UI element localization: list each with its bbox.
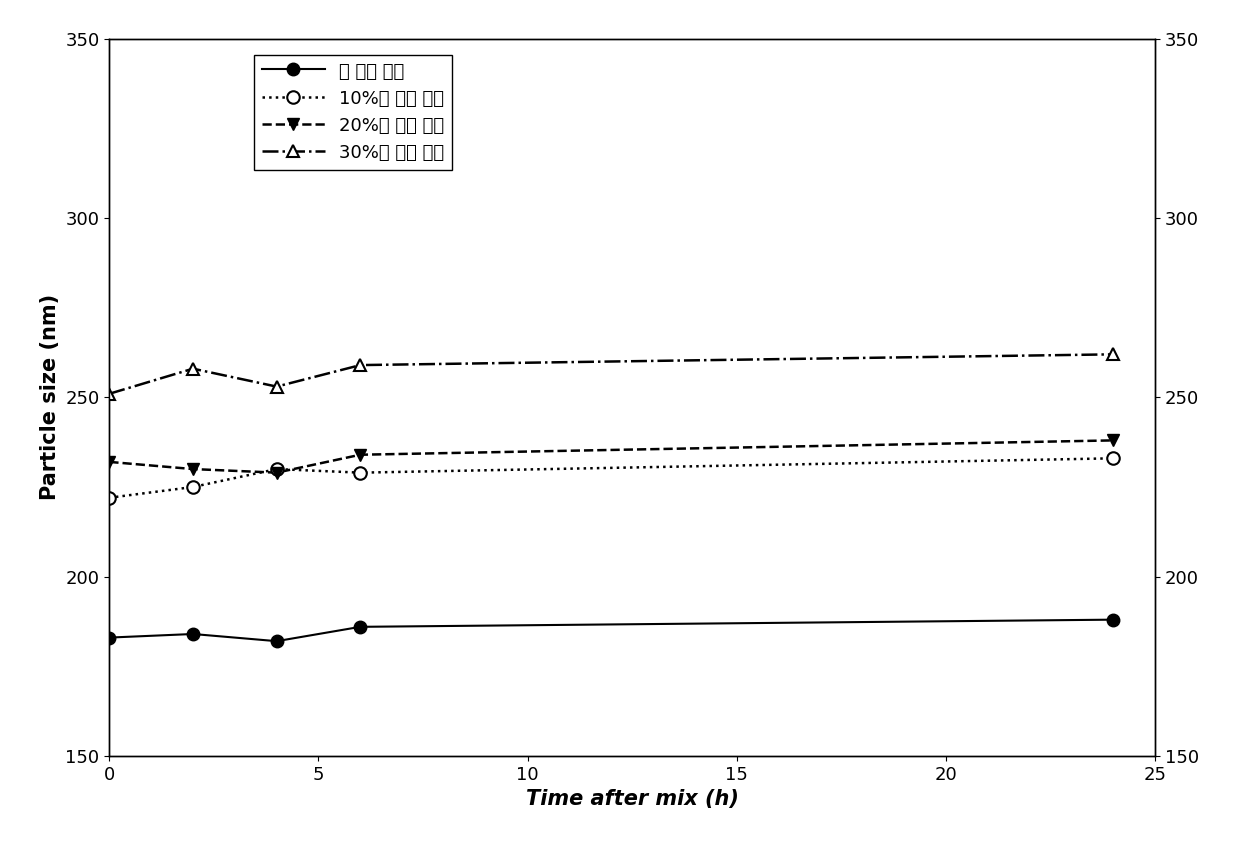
空 白脂 肪乳 xyxy=(353,621,368,632)
30%市 售脂 肪乳 xyxy=(186,363,201,373)
空 白脂 肪乳 xyxy=(102,632,116,643)
Y-axis label: Particle size (nm): Particle size (nm) xyxy=(40,294,59,500)
空 白脂 肪乳 xyxy=(186,629,201,639)
10%市 售脂 肪乳 xyxy=(186,482,201,492)
Line: 20%市 售脂 肪乳: 20%市 售脂 肪乳 xyxy=(103,434,1120,479)
30%市 售脂 肪乳 xyxy=(269,382,284,392)
Legend: 空 白脂 肪乳, 10%市 售脂 肪乳, 20%市 售脂 肪乳, 30%市 售脂 肪乳: 空 白脂 肪乳, 10%市 售脂 肪乳, 20%市 售脂 肪乳, 30%市 售脂… xyxy=(254,55,451,170)
30%市 售脂 肪乳 xyxy=(102,389,116,399)
空 白脂 肪乳 xyxy=(1106,615,1121,625)
30%市 售脂 肪乳 xyxy=(353,360,368,370)
10%市 售脂 肪乳 xyxy=(353,468,368,478)
10%市 售脂 肪乳 xyxy=(1106,453,1121,463)
Line: 空 白脂 肪乳: 空 白脂 肪乳 xyxy=(103,613,1120,648)
空 白脂 肪乳 xyxy=(269,636,284,646)
10%市 售脂 肪乳 xyxy=(269,464,284,474)
X-axis label: Time after mix (h): Time after mix (h) xyxy=(525,789,738,809)
20%市 售脂 肪乳 xyxy=(353,450,368,460)
20%市 售脂 肪乳 xyxy=(186,464,201,474)
30%市 售脂 肪乳 xyxy=(1106,349,1121,359)
20%市 售脂 肪乳 xyxy=(269,468,284,478)
20%市 售脂 肪乳 xyxy=(1106,436,1121,446)
Line: 30%市 售脂 肪乳: 30%市 售脂 肪乳 xyxy=(103,348,1120,400)
Line: 10%市 售脂 肪乳: 10%市 售脂 肪乳 xyxy=(103,452,1120,504)
10%市 售脂 肪乳 xyxy=(102,493,116,503)
20%市 售脂 肪乳 xyxy=(102,457,116,467)
